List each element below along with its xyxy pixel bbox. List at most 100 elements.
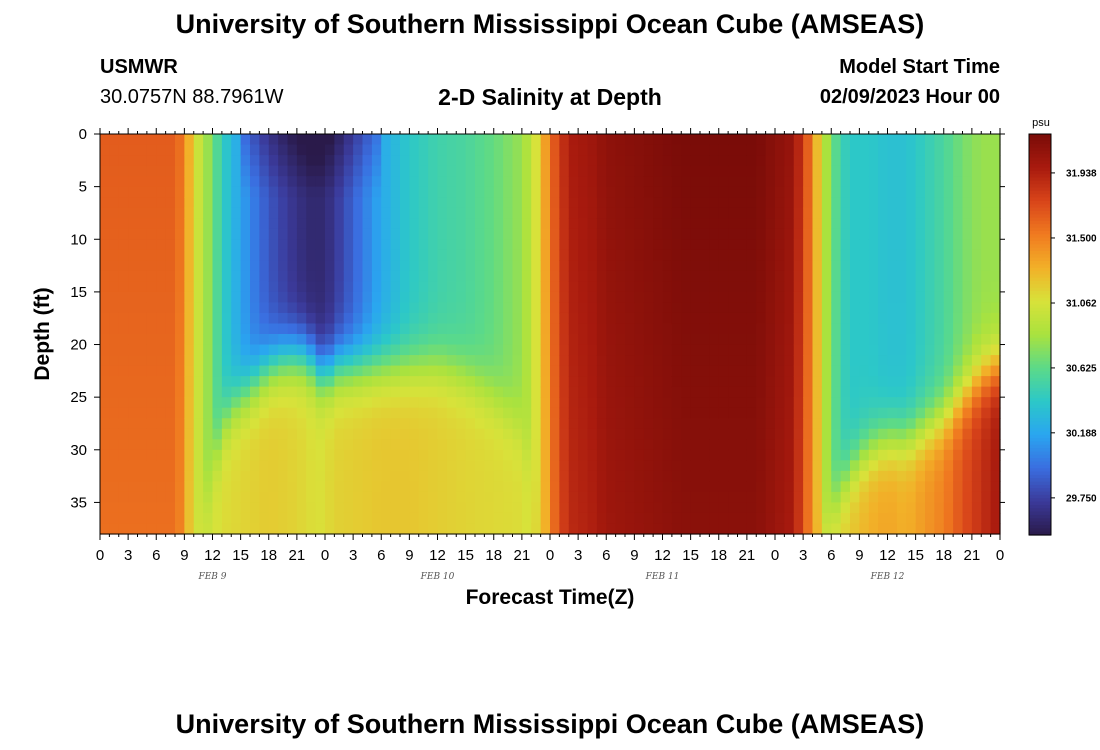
heatmap-cell	[100, 502, 110, 514]
heatmap-cell	[812, 344, 823, 356]
heatmap-cell	[896, 334, 907, 346]
heatmap-cell	[746, 165, 757, 177]
heatmap-cell	[175, 249, 185, 261]
heatmap-cell	[793, 439, 804, 451]
heatmap-cell	[700, 228, 710, 240]
heatmap-cell	[971, 291, 982, 304]
heatmap-cell	[456, 218, 467, 230]
heatmap-cell	[278, 418, 289, 430]
heatmap-cell	[221, 449, 232, 461]
heatmap-cell	[671, 144, 682, 156]
heatmap-cell	[456, 386, 467, 398]
heatmap-cell	[653, 134, 664, 146]
heatmap-cell	[484, 355, 495, 367]
heatmap-cell	[803, 155, 814, 167]
heatmap-cell	[840, 512, 851, 525]
heatmap-cell	[887, 334, 898, 346]
heatmap-cell	[634, 165, 645, 177]
heatmap-cell	[784, 155, 795, 167]
heatmap-cell	[531, 270, 542, 282]
heatmap-cell	[250, 176, 260, 188]
heatmap-cell	[634, 449, 645, 461]
heatmap-cell	[671, 260, 682, 272]
heatmap-cell	[250, 155, 260, 167]
colorbar-segment	[1029, 170, 1051, 175]
heatmap-cell	[765, 376, 776, 388]
heatmap-cell	[353, 155, 364, 167]
heatmap-cell	[953, 355, 964, 367]
heatmap-cell	[343, 155, 354, 167]
heatmap-cell	[128, 197, 139, 209]
heatmap-cell	[465, 218, 476, 230]
heatmap-cell	[700, 512, 710, 525]
heatmap-cell	[409, 512, 420, 525]
heatmap-cell	[456, 397, 467, 409]
heatmap-cell	[334, 512, 345, 525]
heatmap-cell	[371, 334, 382, 346]
heatmap-cell	[634, 176, 645, 188]
heatmap-cell	[540, 481, 551, 493]
heatmap-cell	[793, 165, 804, 177]
heatmap-cell	[343, 365, 354, 377]
heatmap-cell	[203, 449, 214, 461]
heatmap-cell	[596, 512, 607, 525]
heatmap-cell	[137, 281, 148, 293]
heatmap-cell	[821, 481, 832, 493]
heatmap-cell	[821, 134, 832, 146]
heatmap-cell	[915, 218, 926, 230]
heatmap-cell	[456, 155, 467, 167]
heatmap-cell	[718, 281, 729, 293]
heatmap-cell	[606, 323, 617, 335]
heatmap-cell	[634, 302, 645, 314]
heatmap-cell	[512, 428, 523, 440]
heatmap-cell	[146, 428, 157, 440]
heatmap-cell	[165, 312, 176, 325]
heatmap-cell	[915, 460, 926, 472]
heatmap-cell	[568, 155, 579, 167]
colorbar-segment	[1029, 140, 1051, 145]
heatmap-cell	[428, 481, 439, 493]
heatmap-cell	[137, 481, 148, 493]
heatmap-cell	[934, 449, 945, 461]
colorbar-segment	[1029, 514, 1051, 519]
heatmap-cell	[381, 502, 392, 514]
heatmap-cell	[231, 165, 242, 177]
heatmap-cell	[887, 376, 898, 388]
heatmap-cell	[456, 281, 467, 293]
heatmap-cell	[146, 165, 157, 177]
heatmap-cell	[456, 249, 467, 261]
heatmap-cell	[925, 470, 935, 482]
heatmap-cell	[137, 176, 148, 188]
heatmap-cell	[250, 428, 260, 440]
heatmap-cell	[259, 291, 270, 304]
heatmap-cell	[343, 186, 354, 198]
x-tick-label: 21	[964, 547, 981, 564]
heatmap-cell	[746, 376, 757, 388]
heatmap-cell	[484, 197, 495, 209]
heatmap-cell	[925, 165, 935, 177]
heatmap-cell	[540, 291, 551, 304]
heatmap-cell	[925, 418, 935, 430]
heatmap-cell	[971, 481, 982, 493]
heatmap-cell	[165, 418, 176, 430]
heatmap-cell	[118, 386, 129, 398]
heatmap-cell	[531, 134, 542, 146]
heatmap-cell	[446, 165, 457, 177]
heatmap-cell	[193, 355, 204, 367]
heatmap-cell	[212, 428, 223, 440]
heatmap-cell	[662, 207, 673, 219]
heatmap-cell	[784, 165, 795, 177]
heatmap-cell	[221, 239, 232, 251]
colorbar-segment	[1029, 331, 1051, 336]
heatmap-cell	[137, 239, 148, 251]
heatmap-cell	[831, 512, 842, 525]
heatmap-cell	[437, 481, 448, 493]
heatmap-cell	[587, 407, 598, 419]
heatmap-cell	[221, 249, 232, 261]
heatmap-cell	[493, 365, 504, 377]
heatmap-cell	[643, 302, 654, 314]
heatmap-cell	[821, 260, 832, 272]
heatmap-cell	[240, 144, 251, 156]
heatmap-cell	[109, 512, 120, 525]
heatmap-cell	[371, 270, 382, 282]
